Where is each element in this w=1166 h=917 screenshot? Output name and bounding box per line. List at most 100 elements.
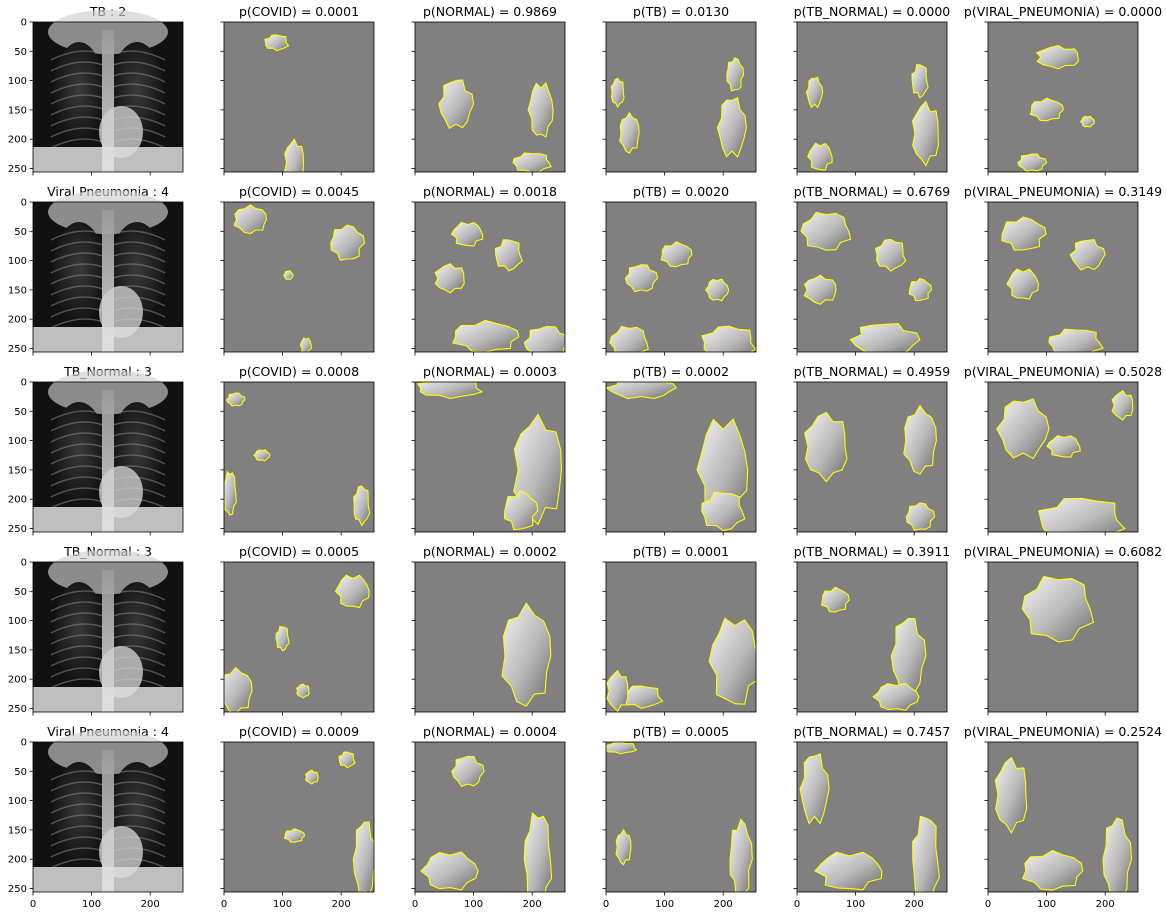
y-tick-label: 100 bbox=[8, 256, 27, 267]
highlight-region bbox=[1111, 390, 1134, 421]
explanation-panel-covid: p(COVID) = 0.0001 bbox=[220, 4, 375, 176]
y-tick-label: 100 bbox=[8, 796, 27, 807]
explanation-panel-viral-pneumonia: p(VIRAL_PNEUMONIA) = 0.6082 bbox=[964, 544, 1162, 716]
x-tick-label: 200 bbox=[714, 899, 733, 910]
highlight-region bbox=[903, 404, 937, 475]
y-tick-label: 250 bbox=[8, 164, 27, 175]
panel-title: p(NORMAL) = 0.0003 bbox=[423, 364, 557, 379]
highlight-region bbox=[420, 851, 479, 891]
panel-title: p(TB) = 0.0002 bbox=[633, 364, 729, 379]
explanation-panel-normal: p(NORMAL) = 0.0003 bbox=[411, 364, 566, 536]
highlight-region bbox=[233, 204, 267, 235]
y-tick-label: 50 bbox=[14, 767, 27, 778]
y-tick-label: 250 bbox=[8, 884, 27, 895]
highlight-region bbox=[849, 323, 921, 352]
panel-title: p(COVID) = 0.0009 bbox=[239, 724, 359, 739]
explanation-panel-covid: p(COVID) = 0.0009 0 100 200 bbox=[220, 724, 375, 910]
x-tick-label: 100 bbox=[82, 899, 101, 910]
x-tick-label: 0 bbox=[794, 899, 800, 910]
highlight-region bbox=[523, 325, 565, 352]
panel-title: p(VIRAL_PNEUMONIA) = 0.5028 bbox=[964, 364, 1162, 379]
highlight-region bbox=[606, 669, 629, 712]
highlight-region bbox=[807, 142, 833, 171]
y-tick-label: 200 bbox=[8, 135, 27, 146]
y-tick-label: 0 bbox=[21, 18, 27, 29]
highlight-region bbox=[527, 81, 554, 138]
highlight-region bbox=[908, 277, 933, 302]
panel-title: p(TB_NORMAL) = 0.0000 bbox=[794, 4, 951, 19]
highlight-region bbox=[224, 470, 237, 516]
y-tick-label: 250 bbox=[8, 524, 27, 535]
panel-title: p(TB) = 0.0020 bbox=[633, 184, 729, 199]
highlight-region bbox=[726, 57, 745, 92]
highlight-region bbox=[338, 751, 356, 769]
highlight-region bbox=[820, 586, 850, 613]
highlight-region bbox=[1021, 849, 1084, 891]
highlight-region bbox=[912, 815, 940, 892]
highlight-region bbox=[275, 625, 290, 652]
x-tick-label: 100 bbox=[655, 899, 674, 910]
panel-title: p(TB_NORMAL) = 0.6769 bbox=[794, 184, 951, 199]
original-xray-panel: TB_Normal : 3050100150200250 bbox=[8, 364, 184, 536]
highlight-region bbox=[1048, 328, 1104, 352]
highlight-region bbox=[330, 224, 366, 261]
x-tick-label: 200 bbox=[1096, 899, 1115, 910]
highlight-region bbox=[994, 756, 1028, 834]
y-tick-label: 50 bbox=[14, 587, 27, 598]
original-xray-panel: Viral Pneumonia : 4050100150200250010020… bbox=[8, 724, 184, 910]
highlight-region bbox=[1006, 268, 1039, 300]
y-tick-label: 200 bbox=[8, 315, 27, 326]
highlight-region bbox=[701, 491, 746, 532]
y-tick-label: 100 bbox=[8, 436, 27, 447]
explanation-panel-tb-normal: p(TB_NORMAL) = 0.6769 bbox=[793, 184, 951, 356]
x-tick-label: 200 bbox=[141, 899, 160, 910]
panel-title: p(NORMAL) = 0.0002 bbox=[423, 544, 557, 559]
y-tick-label: 150 bbox=[8, 285, 27, 296]
explanation-panel-viral-pneumonia: p(VIRAL_PNEUMONIA) = 0.0000 bbox=[964, 4, 1162, 176]
y-tick-label: 50 bbox=[14, 227, 27, 238]
y-tick-label: 200 bbox=[8, 675, 27, 686]
highlight-region bbox=[512, 152, 552, 172]
highlight-region bbox=[503, 490, 539, 531]
highlight-region bbox=[1017, 153, 1048, 172]
y-tick-label: 100 bbox=[8, 76, 27, 87]
panel-title: p(NORMAL) = 0.9869 bbox=[423, 4, 557, 19]
panel-title: p(VIRAL_PNEUMONIA) = 0.3149 bbox=[964, 184, 1162, 199]
highlight-region bbox=[805, 76, 824, 109]
highlight-region bbox=[1029, 97, 1064, 122]
highlight-region bbox=[1021, 575, 1095, 643]
y-tick-label: 200 bbox=[8, 495, 27, 506]
explanation-panel-covid: p(COVID) = 0.0005 bbox=[220, 544, 375, 716]
explanation-panel-tb-normal: p(TB_NORMAL) = 0.0000 bbox=[793, 4, 951, 176]
x-tick-label: 200 bbox=[905, 899, 924, 910]
panel-title: p(NORMAL) = 0.0018 bbox=[423, 184, 557, 199]
y-tick-label: 150 bbox=[8, 105, 27, 116]
highlight-region bbox=[1069, 239, 1106, 271]
panel-title: p(TB) = 0.0005 bbox=[633, 724, 729, 739]
highlight-region bbox=[353, 485, 371, 527]
original-xray-panel: Viral Pneumonia : 4050100150200250 bbox=[8, 184, 184, 356]
panel-title: p(VIRAL_PNEUMONIA) = 0.0000 bbox=[964, 4, 1162, 19]
highlight-region bbox=[624, 264, 659, 293]
x-tick-label: 0 bbox=[221, 899, 227, 910]
highlight-region bbox=[996, 398, 1050, 460]
highlight-region bbox=[729, 818, 753, 892]
highlight-region bbox=[704, 278, 730, 302]
highlight-region bbox=[911, 100, 939, 167]
highlight-region bbox=[1035, 45, 1079, 70]
x-tick-label: 0 bbox=[412, 899, 418, 910]
highlight-region bbox=[1046, 435, 1081, 458]
y-tick-label: 50 bbox=[14, 407, 27, 418]
x-tick-label: 200 bbox=[332, 899, 351, 910]
highlight-region bbox=[701, 325, 756, 352]
y-tick-label: 250 bbox=[8, 344, 27, 355]
explanation-panel-tb: p(TB) = 0.0130 bbox=[602, 4, 757, 176]
explanation-panel-normal: p(NORMAL) = 0.9869 bbox=[411, 4, 566, 176]
highlight-region bbox=[800, 211, 852, 251]
panel-title: p(VIRAL_PNEUMONIA) = 0.6082 bbox=[964, 544, 1162, 559]
original-xray-panel: TB_Normal : 3050100150200250 bbox=[8, 544, 184, 716]
highlight-region bbox=[253, 449, 271, 462]
explanation-panel-normal: p(NORMAL) = 0.0018 bbox=[411, 184, 566, 356]
y-tick-label: 0 bbox=[21, 558, 27, 569]
